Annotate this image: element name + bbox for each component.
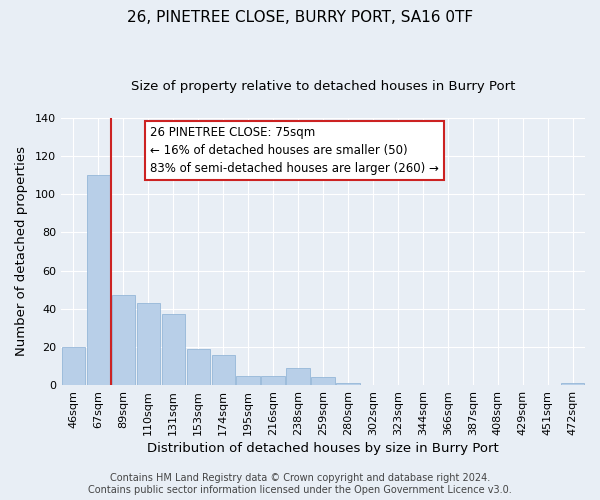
Bar [161,314,185,385]
Bar [87,175,110,385]
Bar [137,303,160,385]
Bar [311,378,335,385]
Bar [286,368,310,385]
Bar [262,376,284,385]
Bar [212,354,235,385]
Bar [187,349,210,385]
Text: 26 PINETREE CLOSE: 75sqm
← 16% of detached houses are smaller (50)
83% of semi-d: 26 PINETREE CLOSE: 75sqm ← 16% of detach… [150,126,439,175]
Bar [62,347,85,385]
Text: 26, PINETREE CLOSE, BURRY PORT, SA16 0TF: 26, PINETREE CLOSE, BURRY PORT, SA16 0TF [127,10,473,25]
Bar [236,376,260,385]
Bar [561,383,584,385]
Y-axis label: Number of detached properties: Number of detached properties [15,146,28,356]
Bar [337,383,359,385]
Title: Size of property relative to detached houses in Burry Port: Size of property relative to detached ho… [131,80,515,93]
Bar [112,296,135,385]
Text: Contains HM Land Registry data © Crown copyright and database right 2024.
Contai: Contains HM Land Registry data © Crown c… [88,474,512,495]
X-axis label: Distribution of detached houses by size in Burry Port: Distribution of detached houses by size … [147,442,499,455]
